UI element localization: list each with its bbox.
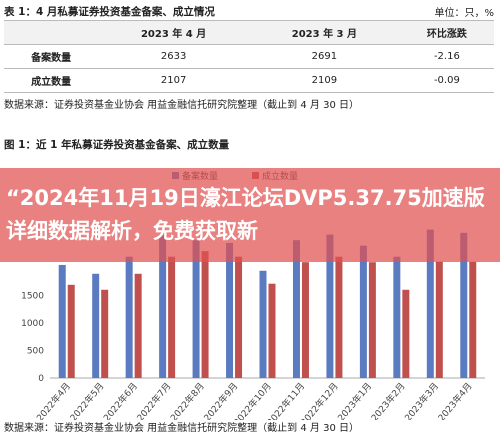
x-tick-label: 2023年1月	[335, 380, 374, 420]
bar	[168, 256, 176, 378]
cell: -2.16	[399, 44, 494, 69]
cell: 2633	[98, 44, 249, 69]
table-source: 数据来源：证券投资基金业协会 用益金融信托研究院整理（截止到 4 月 30 日）	[4, 100, 359, 111]
bar	[393, 256, 401, 378]
chart: 050010001500备案数量成立数量2022年4月2022年5月2022年6…	[21, 170, 485, 420]
bar	[235, 256, 243, 378]
cell: 成立数量	[4, 68, 99, 93]
x-tick-label: 2022年9月	[201, 380, 240, 420]
cell	[4, 20, 99, 45]
x-tick-label: 2023年2月	[368, 380, 407, 420]
row: 备案数量 2633 2691 -2.16	[4, 44, 494, 69]
bar	[435, 261, 443, 378]
bar	[226, 242, 234, 378]
x-tick-label: 2022年6月	[101, 380, 140, 420]
row: 成立数量 2107 2109 -0.09	[4, 68, 494, 93]
cell: 备案数量	[4, 44, 99, 69]
bar	[368, 262, 376, 378]
bar	[326, 234, 334, 378]
y-tick-label: 500	[27, 346, 44, 356]
y-tick-label: 1000	[21, 319, 44, 329]
table-unit: 单位：只，%	[434, 8, 494, 19]
header-cell: 2023 年 4 月	[98, 20, 249, 45]
bar	[58, 264, 66, 378]
chart-title: 图 1：近 1 年私募证券投资基金备案、成立数量	[4, 139, 230, 151]
bar	[469, 261, 477, 378]
bar	[192, 240, 200, 378]
header-cell: 2023 年 3 月	[248, 20, 400, 45]
y-tick-label: 0	[38, 374, 44, 384]
x-tick-label: 2022年5月	[67, 380, 106, 420]
bar	[402, 289, 410, 378]
bar	[460, 232, 468, 378]
banner: “2024年11月19日濠江论坛DVP5.37.75加速版详细数据解析，免费获取…	[0, 168, 500, 262]
header-row: 2023 年 4 月 2023 年 3 月环比涨跌	[4, 20, 494, 45]
bar	[125, 256, 133, 378]
y-tick-label: 1500	[21, 291, 44, 301]
x-tick-label: 2022年8月	[168, 380, 207, 420]
footer-source: 数据来源：证券投资基金业协会 用益金融信托研究院整理（截止到 4 月 30 日）	[4, 423, 359, 434]
bar	[335, 256, 343, 378]
cell: -0.09	[399, 68, 494, 93]
bar	[101, 289, 109, 378]
bar	[301, 262, 309, 378]
cell: 2691	[248, 44, 400, 69]
header-cell: 环比涨跌	[399, 20, 494, 45]
bar	[259, 270, 267, 378]
bar	[201, 251, 209, 378]
table: 2023 年 4 月 2023 年 3 月环比涨跌 备案数量 2633 2691 -2.…	[4, 20, 494, 93]
x-tick-label: 2022年7月	[134, 380, 173, 420]
bar	[134, 273, 142, 378]
bar	[359, 245, 367, 378]
bar	[268, 283, 276, 378]
table-title: 表 1：4 月私募证券投资基金备案、成立情况	[4, 6, 215, 18]
bar	[426, 229, 434, 378]
x-tick-label: 2022年4月	[34, 380, 73, 420]
bar	[292, 240, 300, 378]
bar	[92, 273, 100, 378]
x-tick-label: 2023年3月	[402, 380, 441, 420]
cell: 2107	[98, 68, 249, 93]
cell: 2109	[248, 68, 400, 93]
x-tick-label: 2023年4月	[435, 380, 474, 420]
bar	[159, 234, 167, 378]
bar	[67, 284, 75, 378]
